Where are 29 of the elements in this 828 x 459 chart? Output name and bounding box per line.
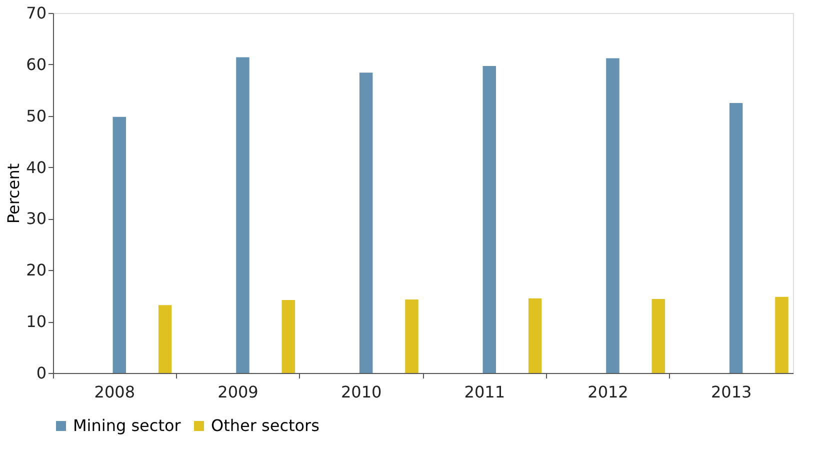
x-tick-label: 2013 xyxy=(710,382,752,402)
y-tick-label: 40 xyxy=(26,158,46,177)
legend-label: Other sectors xyxy=(211,416,320,435)
bar xyxy=(112,116,126,373)
y-tick-label: 50 xyxy=(26,106,46,126)
bar xyxy=(528,298,542,373)
x-tick-label: 2008 xyxy=(94,382,136,402)
x-tick-label: 2010 xyxy=(340,382,382,402)
y-tick-label: 0 xyxy=(36,364,46,382)
y-tick-label: 20 xyxy=(26,260,46,280)
x-tick-label: 2011 xyxy=(464,382,506,402)
bar xyxy=(775,296,788,373)
y-axis-title: Percent xyxy=(4,163,24,224)
bar xyxy=(236,57,250,373)
y-tick-label: 30 xyxy=(26,209,46,228)
y-tick-label: 60 xyxy=(26,54,46,74)
bar xyxy=(282,300,296,373)
y-tick-label: 10 xyxy=(26,312,46,332)
bar xyxy=(405,299,418,373)
bar xyxy=(606,58,620,373)
bar xyxy=(652,298,666,373)
x-tick-label: 2009 xyxy=(218,382,258,402)
x-tick-label: 2012 xyxy=(588,382,628,402)
bar xyxy=(158,305,172,373)
bar xyxy=(482,66,496,373)
bar xyxy=(359,72,373,373)
legend-label: Mining sector xyxy=(73,416,182,435)
bar xyxy=(729,103,743,373)
y-tick-label: 70 xyxy=(26,4,46,22)
